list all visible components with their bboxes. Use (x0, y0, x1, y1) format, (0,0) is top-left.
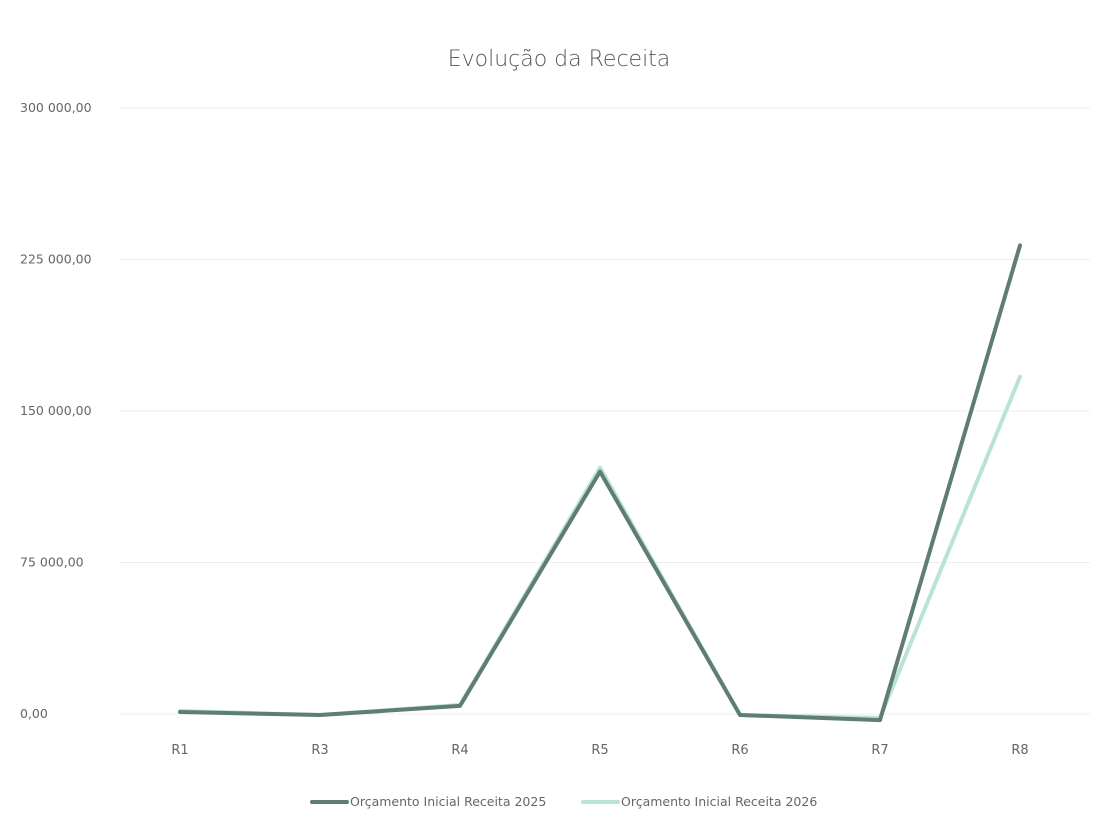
x-tick-label: R1 (171, 743, 188, 758)
legend-label: Orçamento Inicial Receita 2025 (350, 794, 546, 809)
y-tick-label: 75 000,00 (20, 555, 84, 570)
legend-item-0: Orçamento Inicial Receita 2025 (310, 794, 546, 809)
legend: Orçamento Inicial Receita 2025 Orçamento … (310, 794, 817, 809)
y-tick-label: 300 000,00 (20, 100, 92, 115)
x-tick-label: R8 (1011, 743, 1028, 758)
y-tick-label: 150 000,00 (20, 403, 92, 418)
gridlines (120, 107, 1090, 715)
x-tick-label: R7 (871, 743, 888, 758)
legend-item-1: Orçamento Inicial Receita 2026 (581, 794, 817, 809)
y-axis: 0,00 75 000,00 150 000,00 225 000,00 300 000… (20, 100, 92, 721)
x-tick-label: R5 (591, 743, 608, 758)
y-tick-label: 225 000,00 (20, 252, 92, 267)
x-tick-label: R4 (451, 743, 468, 758)
x-tick-label: R3 (311, 743, 328, 758)
legend-label: Orçamento Inicial Receita 2026 (621, 794, 817, 809)
x-axis: R1 R3 R4 R5 R6 R7 R8 (171, 743, 1028, 758)
series-line-0 (178, 243, 1022, 723)
chart-title: Evolução da Receita (448, 47, 671, 72)
y-tick-label: 0,00 (20, 706, 48, 721)
series-lines (178, 243, 1022, 723)
x-tick-label: R6 (731, 743, 748, 758)
